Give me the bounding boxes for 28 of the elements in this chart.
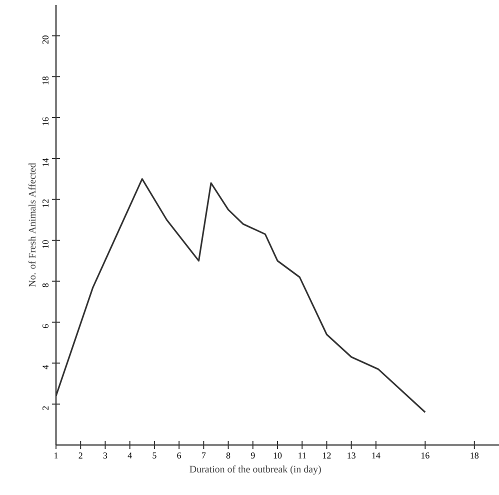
x-tick-label: 4 <box>128 452 132 458</box>
y-tick-label: 4 <box>42 365 48 370</box>
y-tick-label: 8 <box>42 283 48 288</box>
x-tick-label: 9 <box>250 452 255 459</box>
x-tick-label: 14 <box>372 452 380 458</box>
x-tick-label: 16 <box>421 452 430 459</box>
y-tick-label: 2 <box>42 406 48 410</box>
x-tick-label: 7 <box>202 452 206 458</box>
x-tick-label: 3 <box>103 452 108 459</box>
y-tick-label: 12 <box>42 199 48 208</box>
x-tick-label: 1 <box>54 452 58 458</box>
x-tick-label: 6 <box>177 452 182 459</box>
y-tick-label: 10 <box>42 240 48 248</box>
x-tick-label: 8 <box>226 452 230 459</box>
x-tick-label: 12 <box>323 452 331 458</box>
y-tick-label: 6 <box>42 324 48 328</box>
y-axis-title: No. of Fresh Animals Affected <box>28 162 36 287</box>
x-tick-label: 5 <box>152 452 156 458</box>
x-tick-label: 10 <box>274 452 282 459</box>
x-tick-label: 13 <box>348 452 356 459</box>
x-tick-label: 2 <box>78 452 82 458</box>
x-tick-label: 18 <box>470 452 479 459</box>
y-tick-label: 18 <box>42 76 48 84</box>
y-tick-label: 16 <box>42 117 48 126</box>
x-tick-label: 11 <box>298 452 306 458</box>
x-axis-title: Duration of the outbreak (in day) <box>190 465 321 475</box>
y-tick-label: 20 <box>42 36 48 44</box>
y-tick-label: 14 <box>42 158 48 166</box>
